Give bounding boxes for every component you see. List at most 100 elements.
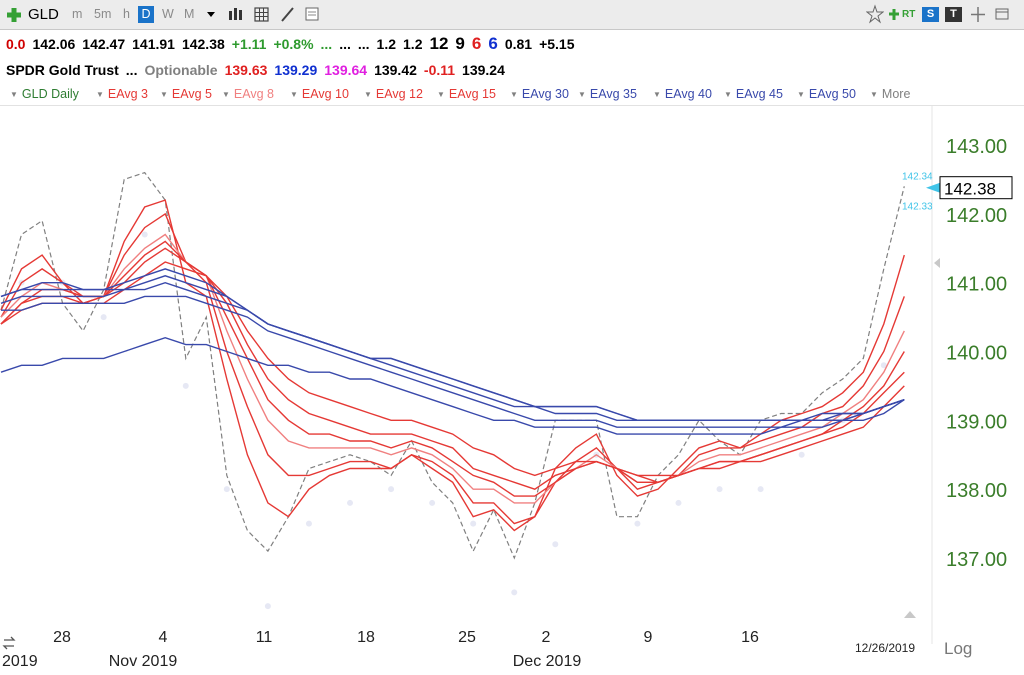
- move-icon[interactable]: [970, 0, 986, 29]
- chevron-down-icon: ▼: [578, 90, 586, 99]
- price-dot: [880, 362, 887, 369]
- quote-value-12: 12: [429, 34, 449, 53]
- symbol-label[interactable]: GLD: [28, 6, 59, 23]
- month-label: 2019: [2, 653, 38, 670]
- quote-detail-6: 139.42: [374, 62, 417, 78]
- quote-value-3: 141.91: [132, 36, 175, 52]
- quote-detail-7: -0.11: [423, 62, 456, 78]
- study-gld-daily[interactable]: ▼ GLD Daily: [10, 83, 79, 107]
- month-label: Nov 2019: [109, 653, 178, 670]
- study-eavg-40[interactable]: ▼ EAvg 40: [653, 83, 712, 107]
- notes-icon[interactable]: [304, 0, 320, 29]
- window-icon[interactable]: [994, 0, 1010, 29]
- studies-bar: ▼ GLD Daily ▼ EAvg 3 ▼ EAvg 5 ▼ EAvg 8 ▼ EAvg 10 ▼…: [0, 83, 1024, 106]
- chevron-down-icon: ▼: [160, 90, 168, 99]
- study-eavg-45[interactable]: ▼ EAvg 45: [724, 83, 783, 107]
- study-label: EAvg 10: [301, 87, 349, 101]
- timeframe-hour[interactable]: h: [123, 7, 130, 21]
- price-dot: [634, 520, 641, 527]
- quote-line-name: SPDR Gold Trust... Optionable 139.63 139.29…: [6, 57, 512, 83]
- quote-value-6: +0.8%: [273, 36, 314, 52]
- quote-value-10: 1.2: [376, 36, 397, 52]
- study-eavg-10[interactable]: ▼ EAvg 10: [290, 83, 349, 107]
- quote-detail-5: 139.64: [324, 62, 368, 78]
- x-tick-label: 28: [53, 629, 71, 646]
- series-line-eavg-10: [0, 240, 905, 497]
- study-eavg-15[interactable]: ▼ EAvg 15: [437, 83, 496, 107]
- y-tick-label: 139.00: [946, 411, 1007, 433]
- quote-value-17: +5.15: [539, 36, 575, 52]
- chevron-down-icon: ▼: [437, 90, 445, 99]
- study-eavg-8[interactable]: ▼ EAvg 8: [222, 83, 274, 107]
- draw-icon[interactable]: [280, 0, 296, 29]
- last-date-label: 12/26/2019: [855, 641, 915, 655]
- quote-detail-2: Optionable: [144, 62, 218, 78]
- study-label: EAvg 35: [589, 87, 637, 101]
- add-symbol-icon[interactable]: [6, 0, 22, 29]
- series-line-gld-daily: [0, 171, 905, 560]
- chevron-down-icon: ▼: [10, 90, 18, 99]
- timeframe-5minute[interactable]: 5m: [94, 7, 112, 21]
- quote-value-8: ...: [339, 36, 351, 52]
- price-chart[interactable]: 143.00 142.00 141.00 140.00 139.00 138.00 137.…: [0, 106, 1024, 675]
- log-scale-toggle[interactable]: Log: [944, 639, 972, 658]
- study-eavg-5[interactable]: ▼ EAvg 5: [160, 83, 212, 107]
- scroll-down-icon[interactable]: [904, 611, 916, 618]
- chevron-down-icon: ▼: [510, 90, 518, 99]
- add-icon[interactable]: [888, 0, 900, 29]
- study-eavg-35[interactable]: ▼ EAvg 35: [578, 83, 637, 107]
- study-label: EAvg 12: [375, 87, 423, 101]
- layout-icon[interactable]: [254, 0, 272, 29]
- quote-value-2: 142.47: [82, 36, 126, 52]
- study-label: EAvg 45: [735, 87, 783, 101]
- timeframe-day-active[interactable]: D: [138, 6, 154, 23]
- quote-value-9: ...: [357, 36, 370, 52]
- series-line-eavg-5: [0, 212, 905, 525]
- scroll-up-icon[interactable]: [934, 258, 940, 268]
- price-dot: [182, 382, 189, 389]
- x-tick-label: 18: [357, 629, 375, 646]
- series-line-eavg-15: [0, 261, 905, 477]
- scan-icon[interactable]: S: [922, 7, 939, 22]
- study-eavg-3[interactable]: ▼ EAvg 3: [96, 83, 148, 107]
- x-tick-label: 25: [458, 629, 476, 646]
- study-label: EAvg 15: [448, 87, 496, 101]
- chevron-down-icon: ▼: [290, 90, 298, 99]
- refresh-icon[interactable]: [2, 636, 16, 650]
- study-label: EAvg 5: [171, 87, 212, 101]
- chevron-down-icon: ▼: [797, 90, 805, 99]
- y-tick-label: 143.00: [946, 136, 1007, 158]
- text-icon[interactable]: T: [945, 7, 962, 22]
- study-eavg-50[interactable]: ▼ EAvg 50: [797, 83, 856, 107]
- y-tick-label: 140.00: [946, 343, 1007, 365]
- quote-detail-3: 139.63: [224, 62, 268, 78]
- bar-chart-icon[interactable]: [228, 0, 244, 29]
- quote-detail-8: 139.24: [462, 62, 505, 78]
- favorite-icon[interactable]: [865, 0, 885, 29]
- series-line-eavg-8: [0, 233, 905, 504]
- series-line-eavg-40: [0, 281, 905, 421]
- study-eavg-30[interactable]: ▼ EAvg 30: [510, 83, 569, 107]
- quote-detail-4: 139.29: [274, 62, 318, 78]
- study-more[interactable]: ▼ More: [870, 83, 910, 107]
- y-tick-label: 141.00: [946, 274, 1007, 296]
- price-dot: [675, 499, 682, 506]
- real-time-icon[interactable]: RT: [902, 9, 916, 20]
- quote-value-1: 142.06: [32, 36, 76, 52]
- price-dot: [552, 541, 559, 548]
- x-tick-label: 11: [256, 629, 273, 646]
- chevron-down-icon: ▼: [724, 90, 732, 99]
- price-dot: [798, 451, 805, 458]
- price-dot: [347, 499, 354, 506]
- dropdown-icon[interactable]: [206, 0, 216, 29]
- x-tick-label: 2: [542, 629, 551, 646]
- price-dot: [264, 603, 271, 610]
- timeframe-week[interactable]: W: [162, 7, 174, 21]
- timeframe-month[interactable]: M: [184, 7, 195, 21]
- chevron-down-icon: ▼: [222, 90, 230, 99]
- study-eavg-12[interactable]: ▼ EAvg 12: [364, 83, 423, 107]
- quote-value-15: 6: [488, 34, 498, 53]
- timeframe-minute[interactable]: m: [72, 7, 83, 21]
- price-marker-icon: [926, 182, 940, 193]
- x-tick-label: 4: [159, 629, 168, 646]
